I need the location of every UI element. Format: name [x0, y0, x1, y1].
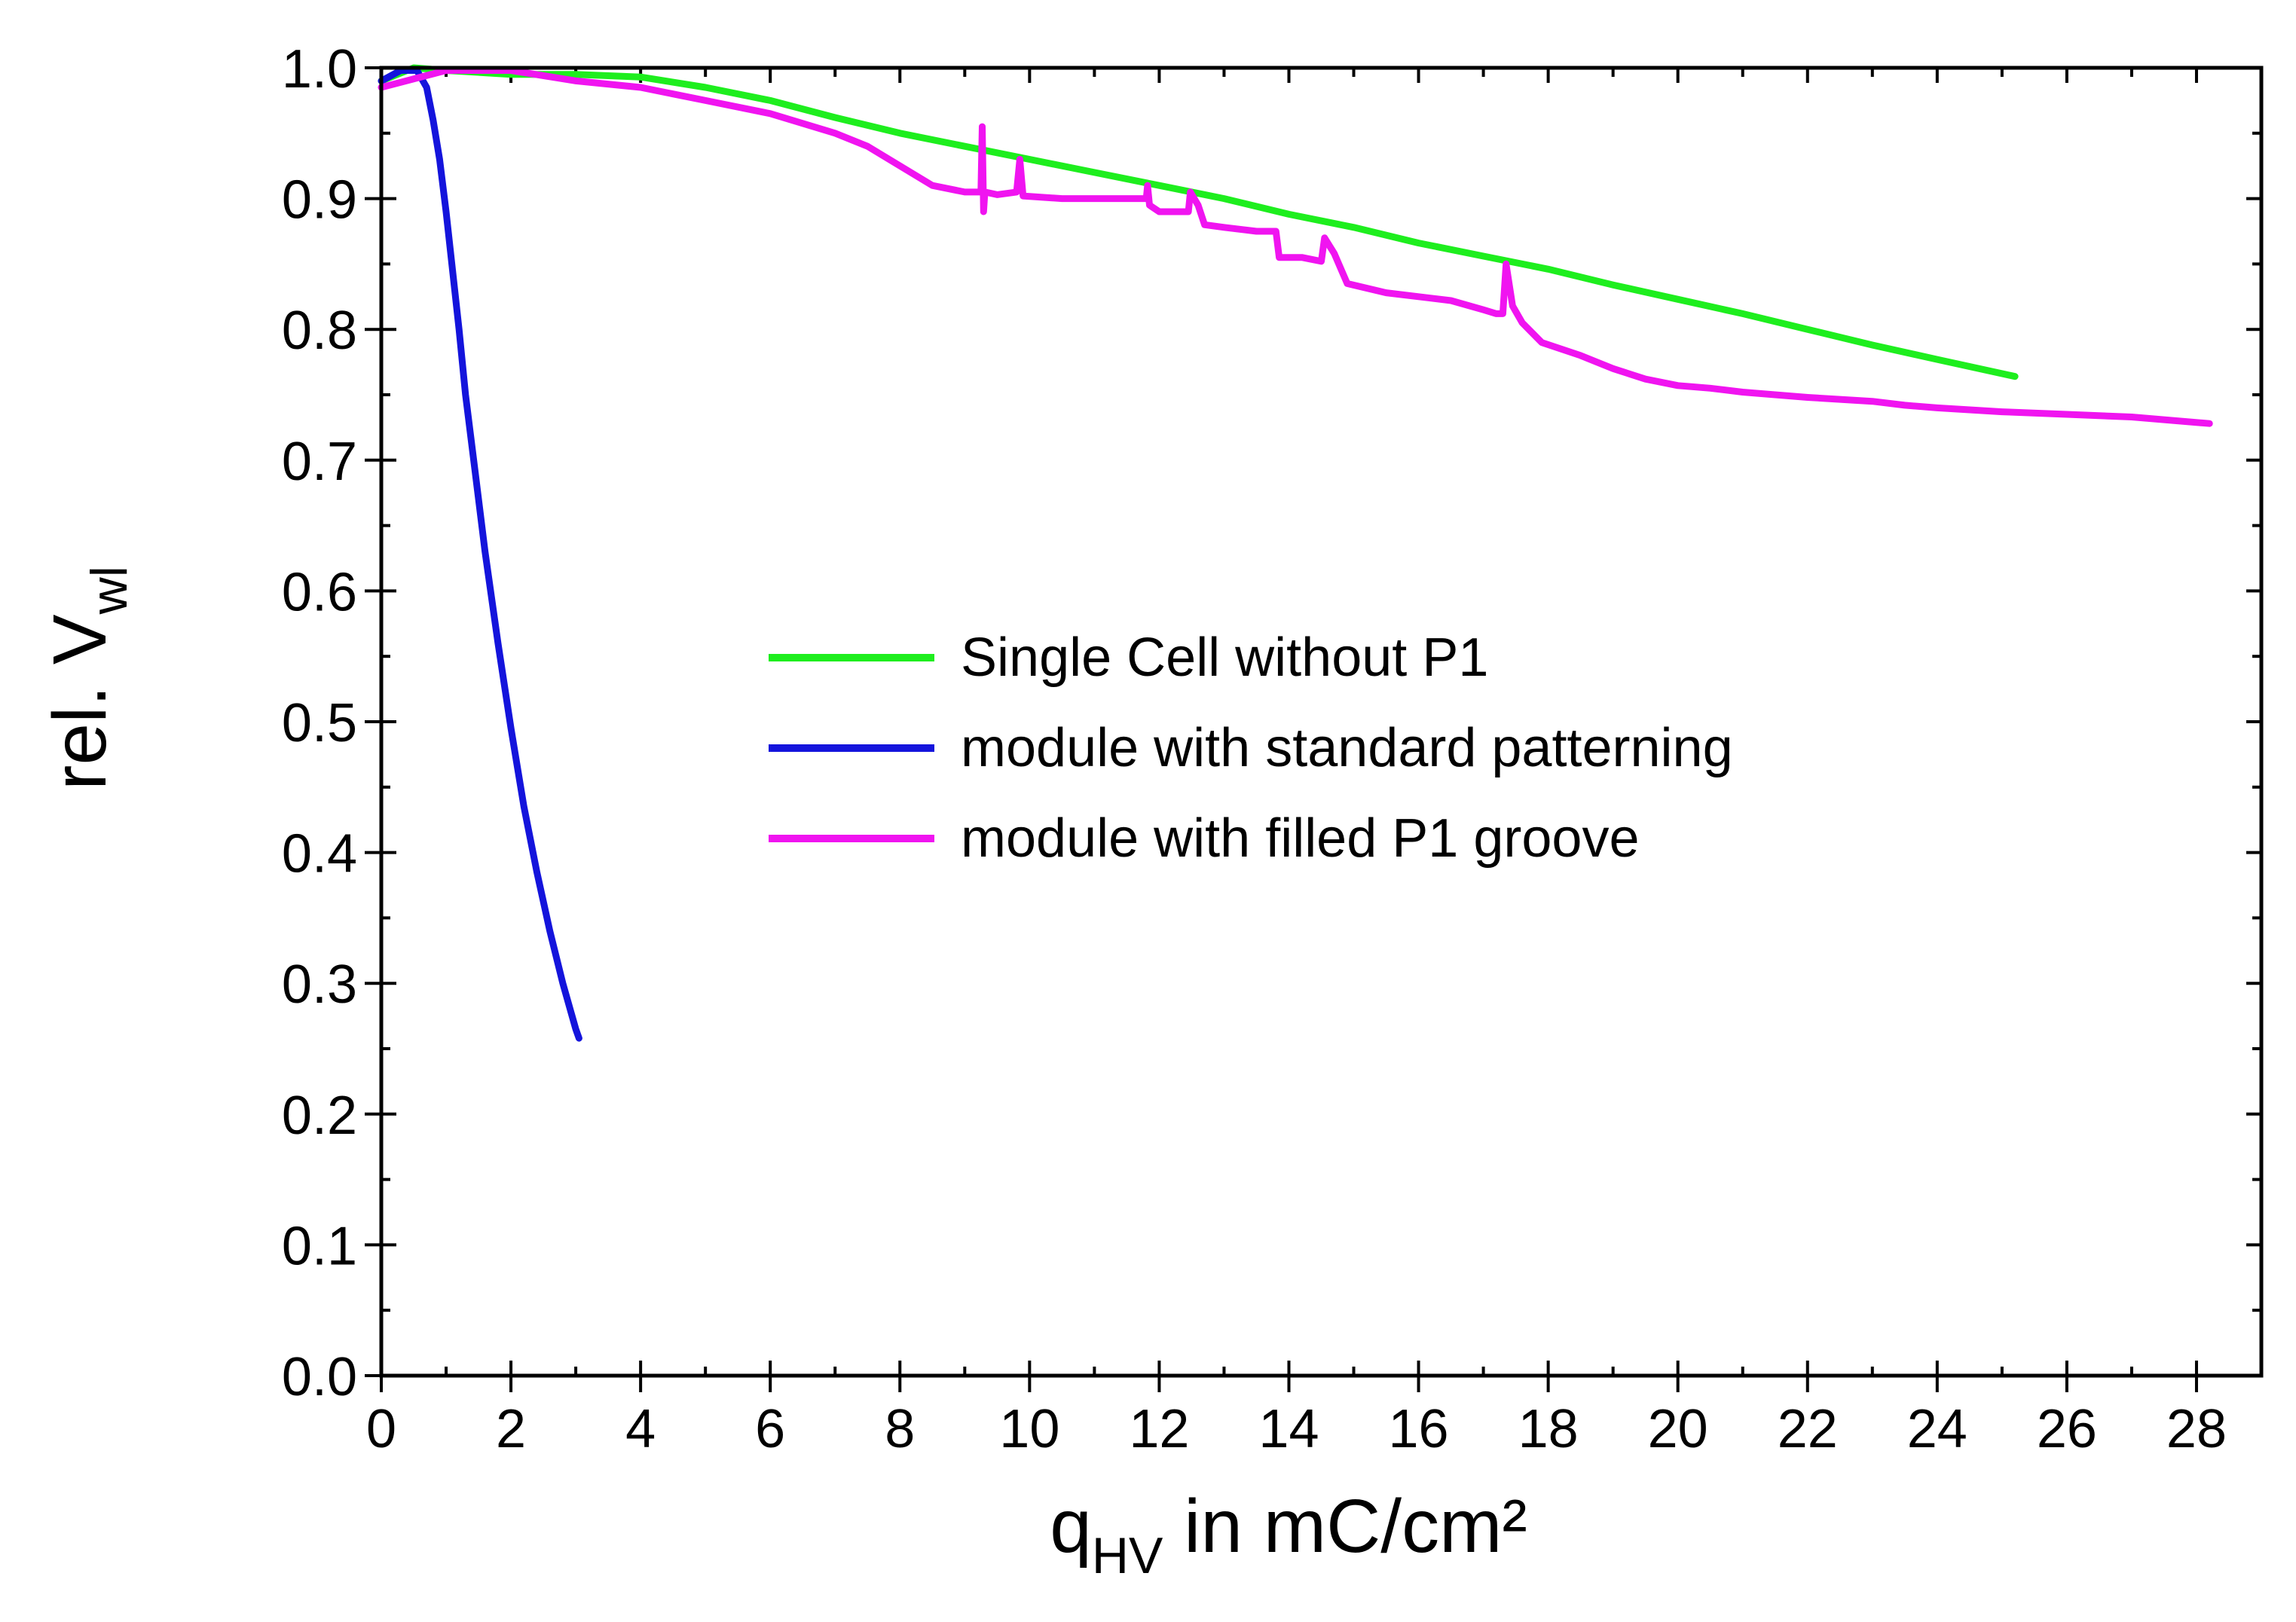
x-tick-label: 22 — [1778, 1399, 1838, 1459]
y-tick-label: 1.0 — [282, 39, 357, 99]
x-tick-label: 4 — [625, 1399, 656, 1459]
y-tick-label: 0.2 — [282, 1086, 357, 1146]
series-line-single-cell — [378, 64, 2019, 380]
legend: Single Cell without P1 module with stand… — [769, 628, 1733, 869]
x-tick-label: 12 — [1129, 1399, 1189, 1459]
x-tick-label: 6 — [755, 1399, 785, 1459]
y-tick-label: 0.8 — [282, 301, 357, 361]
x-tick-label: 24 — [1907, 1399, 1967, 1459]
x-axis-title-subscript: HV — [1092, 1527, 1163, 1584]
series-lines — [378, 64, 2213, 1042]
y-tick-label: 0.1 — [282, 1216, 357, 1276]
x-tick-label: 8 — [885, 1399, 915, 1459]
legend-label-single-cell: Single Cell without P1 — [961, 628, 1488, 688]
legend-label-filled-p1: module with filled P1 groove — [961, 808, 1640, 869]
x-tick-label: 14 — [1258, 1399, 1319, 1459]
series-line-standard-patterning — [378, 67, 582, 1042]
series-line-filled-p1 — [378, 67, 2213, 427]
x-tick-label: 20 — [1648, 1399, 1708, 1459]
y-tick-label: 0.7 — [282, 432, 357, 492]
plot-frame — [379, 66, 2264, 1378]
legend-label-standard-patterning: module with standard patterning — [961, 718, 1733, 778]
x-tick-label: 0 — [366, 1399, 396, 1459]
y-axis-title-subscript: wl — [81, 566, 138, 615]
x-tick-labels: 0 2 4 6 8 10 12 14 16 18 20 22 24 26 28 — [366, 1399, 2227, 1459]
y-tick-label: 0.6 — [282, 562, 357, 622]
y-tick-label: 0.9 — [282, 170, 357, 231]
y-tick-labels: 0.0 0.1 0.2 0.3 0.4 0.5 0.6 0.7 0.8 0.9 1.0 — [282, 39, 357, 1407]
y-tick-label: 0.3 — [282, 955, 357, 1015]
y-tick-label: 0.5 — [282, 693, 357, 753]
x-tick-label: 10 — [999, 1399, 1059, 1459]
x-tick-label: 18 — [1518, 1399, 1579, 1459]
y-tick-label: 0.0 — [282, 1347, 357, 1407]
x-tick-label: 2 — [496, 1399, 526, 1459]
x-tick-label: 28 — [2166, 1399, 2227, 1459]
y-tick-label: 0.4 — [282, 824, 357, 884]
x-axis-title: qHV in mC/cm² — [1050, 1484, 1527, 1584]
x-tick-label: 26 — [2037, 1399, 2097, 1459]
x-tick-label: 16 — [1389, 1399, 1449, 1459]
y-axis-title: rel. Vwl — [38, 566, 138, 790]
